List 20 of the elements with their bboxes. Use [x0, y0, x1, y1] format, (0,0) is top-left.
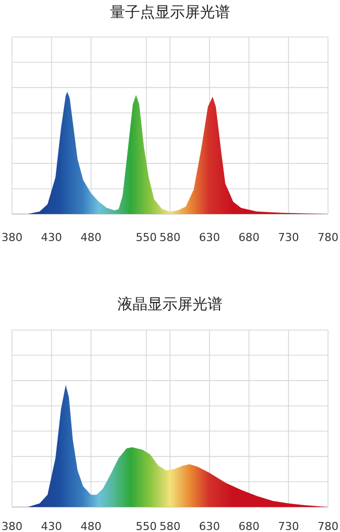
- x-tick-label: 550: [136, 231, 157, 244]
- x-tick-label: 430: [41, 520, 62, 532]
- x-tick-label: 680: [238, 520, 260, 532]
- x-tick-label: 780: [318, 520, 338, 532]
- x-tick-label: 550: [136, 520, 157, 532]
- x-tick-label: 580: [160, 520, 180, 532]
- x-tick-label: 630: [199, 231, 220, 244]
- x-tick-label: 480: [80, 520, 102, 532]
- chart-title: 液晶显示屏光谱: [118, 295, 222, 313]
- x-tick-label: 730: [278, 520, 299, 532]
- x-tick-label: 730: [278, 231, 299, 244]
- x-tick-label: 780: [318, 231, 338, 244]
- x-tick-label: 480: [80, 231, 102, 244]
- x-tick-label: 630: [199, 520, 220, 532]
- x-tick-label: 580: [160, 231, 180, 244]
- chart-title: 量子点显示屏光谱: [110, 3, 230, 21]
- x-tick-label: 430: [41, 231, 62, 244]
- x-tick-label: 680: [238, 231, 260, 244]
- x-tick-label: 380: [2, 231, 22, 244]
- x-tick-label: 380: [2, 520, 22, 532]
